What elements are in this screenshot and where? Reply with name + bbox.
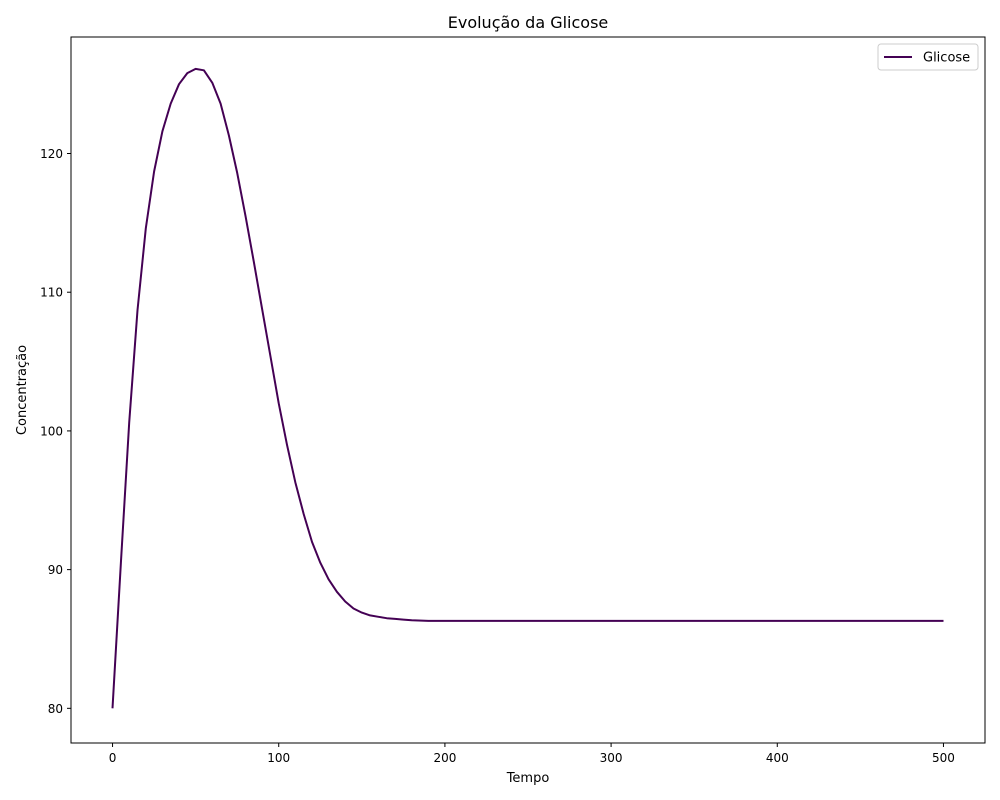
x-tick-label: 500 — [932, 751, 955, 765]
x-tick-label: 400 — [766, 751, 789, 765]
y-tick-label: 80 — [48, 702, 63, 716]
x-tick-label: 100 — [267, 751, 290, 765]
x-tick-label: 200 — [433, 751, 456, 765]
x-tick-label: 0 — [109, 751, 117, 765]
y-tick-label: 110 — [40, 286, 63, 300]
legend: Glicose — [877, 43, 979, 71]
x-tick-label: 300 — [600, 751, 623, 765]
x-axis-label: Tempo — [506, 771, 550, 786]
legend-box — [877, 43, 979, 71]
y-tick-label: 100 — [40, 424, 63, 438]
chart-title: Evolução da Glicose — [448, 13, 609, 32]
y-axis: 80 90 100 110 120 — [40, 147, 71, 716]
legend-label: Glicose — [923, 51, 970, 66]
y-axis-label: Concentração — [15, 345, 30, 435]
plot-frame — [70, 36, 986, 744]
plot-area — [70, 36, 986, 744]
y-tick-label: 90 — [48, 563, 63, 577]
series-line-glicose — [111, 67, 944, 709]
x-axis: 0 100 200 300 400 500 — [109, 743, 955, 765]
y-tick-label: 120 — [40, 147, 63, 161]
